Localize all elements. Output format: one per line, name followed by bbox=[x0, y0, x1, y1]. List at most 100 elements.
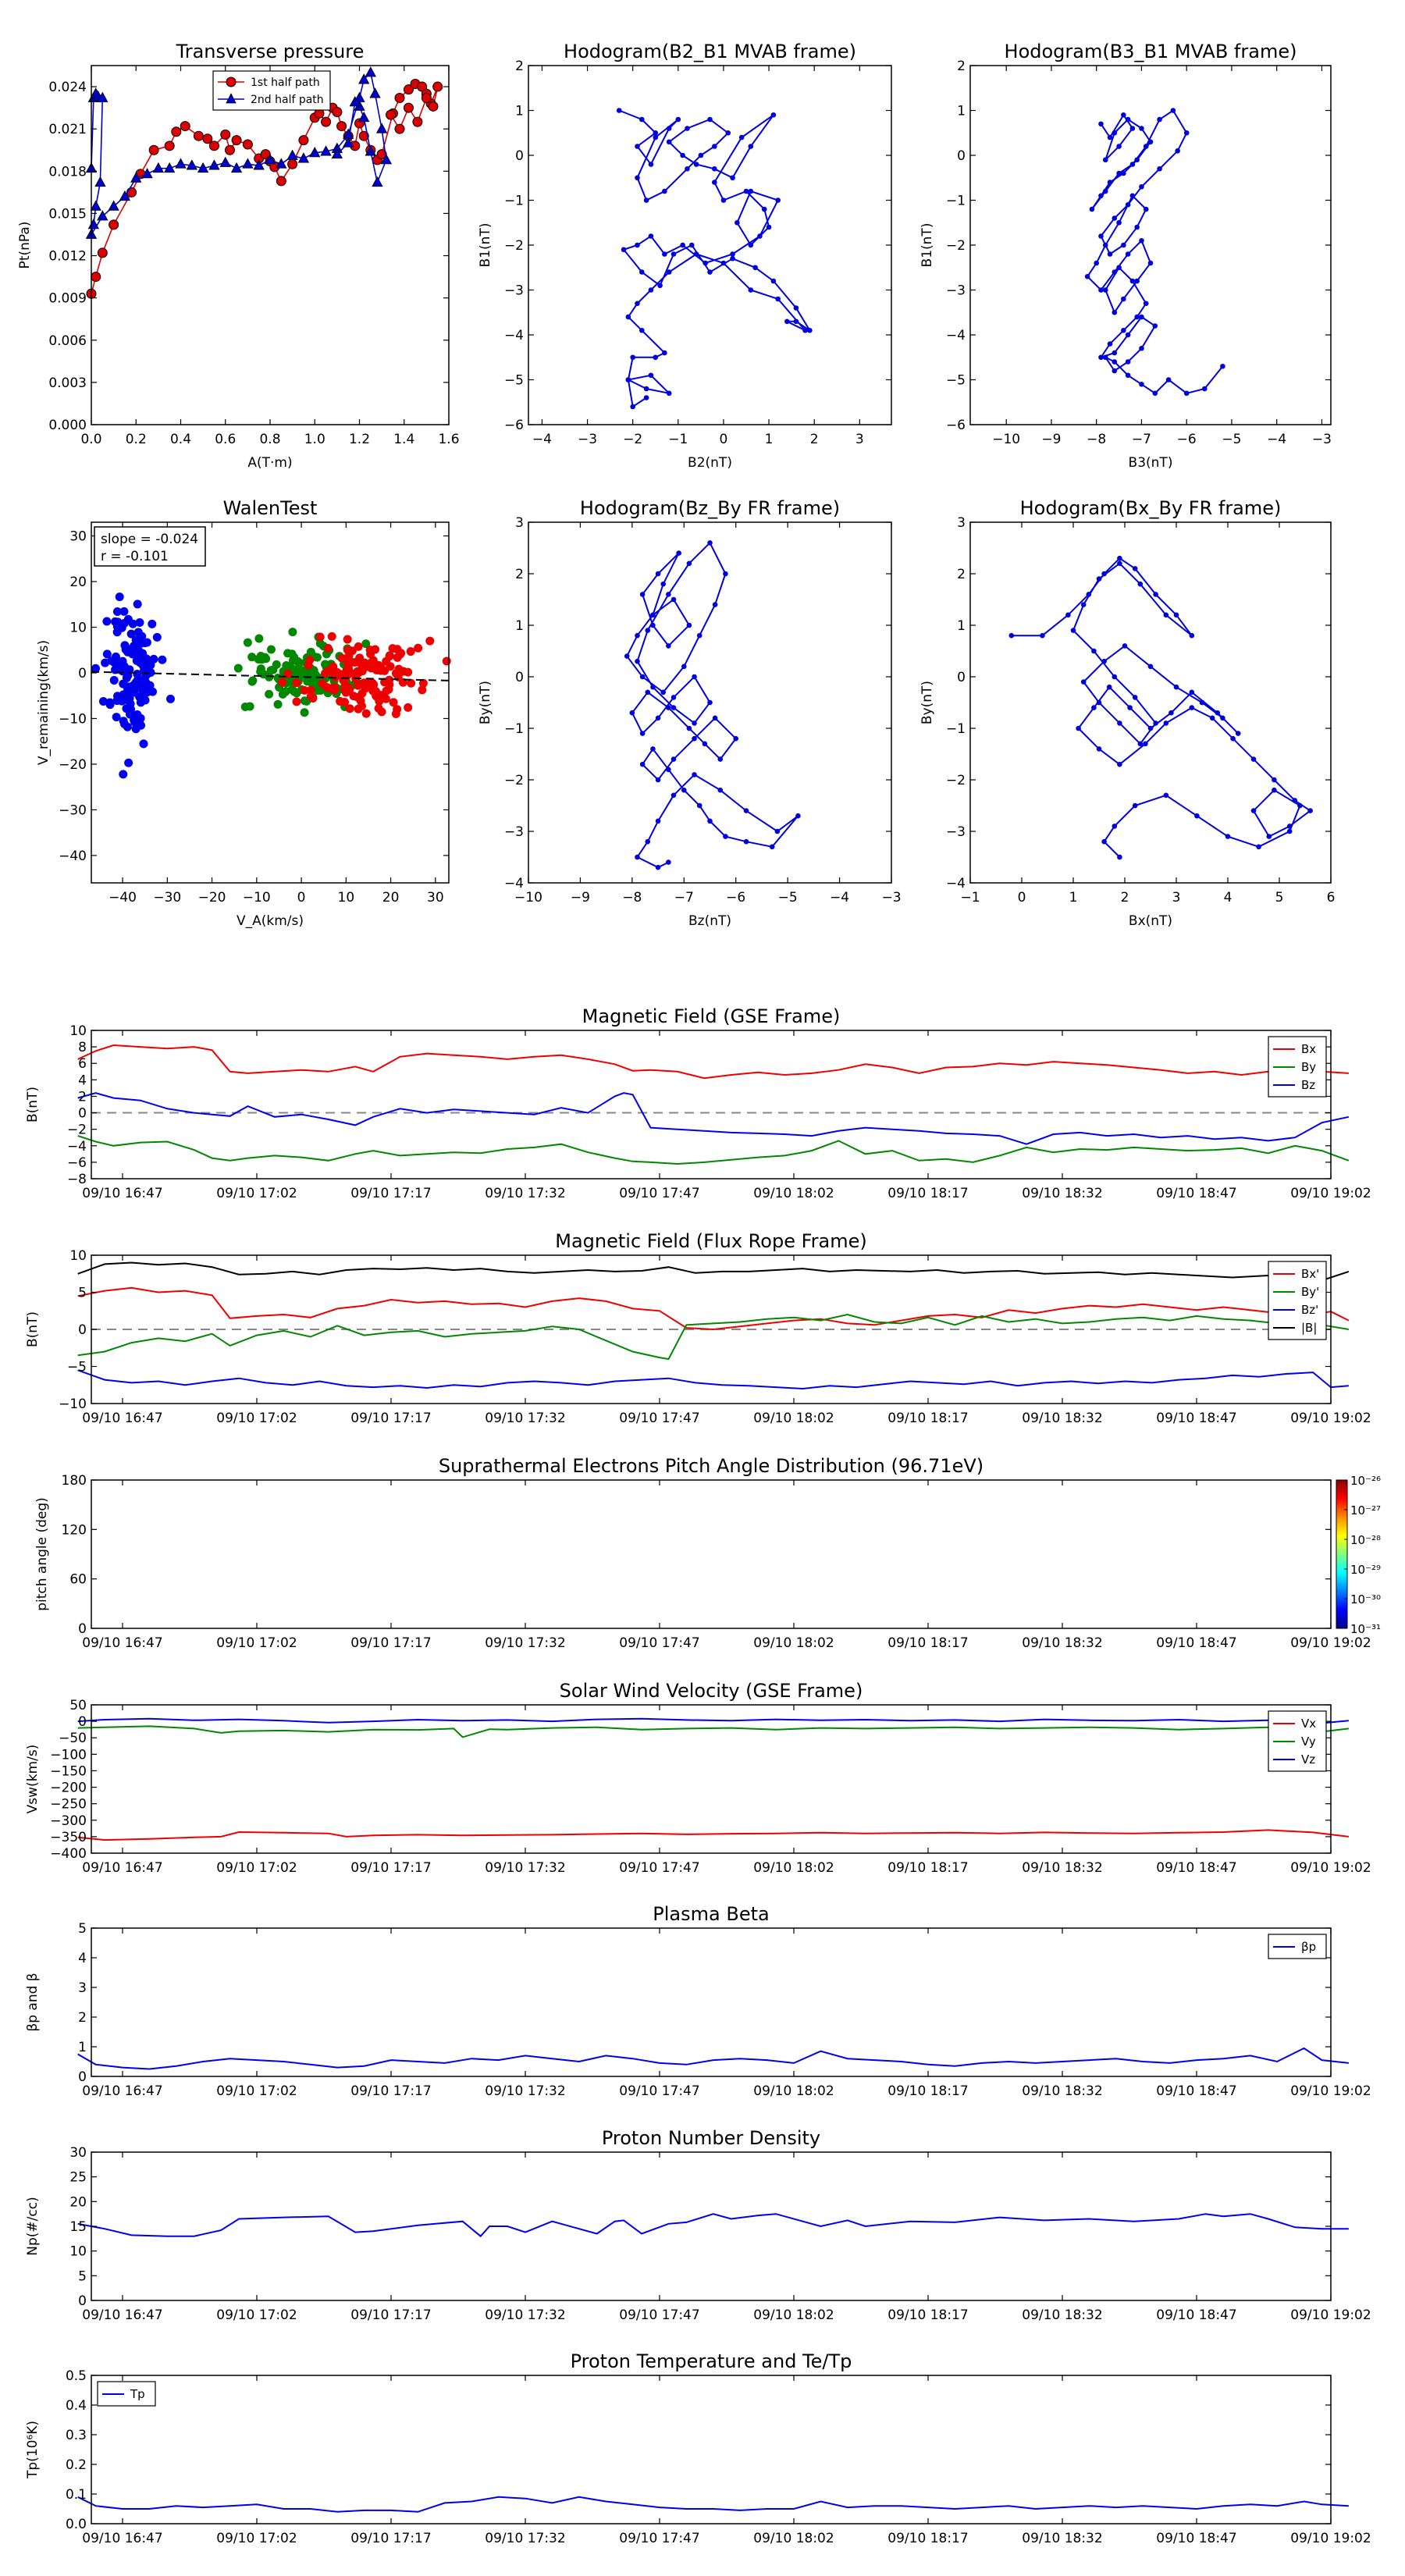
colorbar-tick-label: 10⁻²⁶ bbox=[1350, 1474, 1381, 1488]
y-tick-label: −6 bbox=[504, 418, 524, 433]
data-point bbox=[1147, 664, 1154, 670]
x-tick-label: 09/10 18:47 bbox=[1156, 1635, 1236, 1651]
data-point bbox=[1117, 761, 1122, 767]
data-point bbox=[1220, 363, 1225, 369]
data-point bbox=[730, 255, 735, 262]
y-tick-label: 10 bbox=[69, 1023, 87, 1039]
data-point bbox=[657, 283, 663, 289]
x-tick-label: 09/10 17:17 bbox=[350, 1860, 431, 1876]
scatter-point bbox=[126, 682, 136, 692]
data-point-circle bbox=[224, 144, 235, 155]
colorbar-tick-label: 10⁻²⁸ bbox=[1350, 1533, 1381, 1547]
y-tick-label: 0.2 bbox=[66, 2457, 87, 2473]
y-tick-label: −400 bbox=[50, 1846, 87, 1862]
data-point bbox=[725, 130, 731, 136]
plot-area bbox=[91, 1030, 1331, 1179]
data-point bbox=[1225, 834, 1231, 839]
data-point-triangle bbox=[97, 91, 108, 102]
scatter-point bbox=[385, 675, 394, 685]
chart-title: Hodogram(Bx_By FR frame) bbox=[1020, 497, 1282, 519]
y-tick-label: 20 bbox=[69, 575, 87, 590]
y-tick-label: −50 bbox=[59, 1731, 87, 1746]
scatter-point bbox=[124, 647, 133, 656]
chart-title: Magnetic Field (Flux Rope Frame) bbox=[555, 1230, 866, 1252]
data-point bbox=[702, 741, 708, 747]
y-tick-label: −30 bbox=[59, 802, 87, 818]
y-tick-label: 0 bbox=[78, 666, 87, 681]
x-tick-label: −5 bbox=[778, 890, 798, 906]
x-tick-label: 09/10 17:17 bbox=[350, 1635, 431, 1651]
annotation-box bbox=[94, 526, 206, 567]
y-tick-label: −5 bbox=[504, 373, 524, 389]
scatter-point bbox=[265, 689, 274, 699]
x-tick-label: −1 bbox=[960, 890, 980, 906]
x-tick-label: 09/10 18:02 bbox=[753, 1635, 834, 1651]
data-point bbox=[1091, 648, 1097, 654]
data-point bbox=[1080, 602, 1087, 607]
scatter-point bbox=[126, 629, 136, 639]
data-point bbox=[692, 735, 697, 742]
data-point bbox=[1125, 332, 1131, 338]
x-tick-label: 09/10 16:47 bbox=[82, 1186, 162, 1201]
data-point bbox=[1297, 802, 1303, 809]
scatter-point bbox=[119, 607, 129, 616]
y-tick-label: 0.018 bbox=[48, 164, 87, 180]
data-point bbox=[681, 664, 687, 670]
y-tick-label: 0.021 bbox=[48, 122, 87, 137]
y-tick-label: 20 bbox=[69, 2194, 87, 2210]
data-point bbox=[666, 139, 672, 145]
x-tick-label: 09/10 17:17 bbox=[350, 2307, 431, 2323]
x-tick-label: 09/10 17:02 bbox=[216, 1860, 297, 1876]
data-point bbox=[630, 354, 635, 361]
data-point bbox=[1112, 309, 1118, 315]
x-tick-label: 09/10 18:02 bbox=[753, 1186, 834, 1201]
data-point-triangle bbox=[219, 156, 231, 167]
data-point bbox=[662, 188, 667, 194]
data-point-circle bbox=[148, 144, 159, 155]
data-point bbox=[1098, 233, 1104, 239]
data-point bbox=[650, 612, 656, 618]
scatter-point bbox=[442, 656, 451, 666]
x-tick-label: 09/10 17:32 bbox=[485, 1186, 565, 1201]
x-tick-label: 09/10 18:17 bbox=[887, 1186, 968, 1201]
series-line-By' bbox=[77, 1313, 1350, 1361]
annotation-r: r = -0.101 bbox=[101, 549, 169, 564]
x-tick-label: 09/10 17:47 bbox=[619, 1186, 699, 1201]
data-point bbox=[1286, 824, 1293, 829]
legend-label: Bz bbox=[1301, 1078, 1315, 1092]
scatter-point bbox=[292, 678, 301, 688]
plot-border bbox=[91, 1030, 1332, 1179]
scatter-point bbox=[125, 703, 134, 712]
data-point bbox=[712, 165, 717, 172]
y-tick-label: 30 bbox=[69, 529, 87, 545]
data-point bbox=[1116, 265, 1122, 271]
data-point-circle bbox=[231, 135, 242, 146]
x-tick-label: 1.6 bbox=[438, 432, 459, 447]
x-tick-label: 3 bbox=[1172, 890, 1181, 906]
y-tick-label: 15 bbox=[69, 2219, 87, 2235]
scatter-point bbox=[362, 660, 372, 670]
data-point bbox=[748, 188, 754, 194]
scatter-point bbox=[112, 696, 122, 706]
x-tick-label: 09/10 18:17 bbox=[887, 2307, 968, 2323]
series-line-Vz bbox=[77, 1717, 1349, 1725]
x-tick-label: −4 bbox=[532, 432, 552, 447]
data-point bbox=[1266, 834, 1272, 839]
y-tick-label: 3 bbox=[957, 515, 966, 531]
data-point bbox=[1125, 116, 1131, 123]
x-tick-label: −10 bbox=[992, 432, 1020, 447]
scatter-point bbox=[130, 717, 140, 727]
data-point bbox=[1129, 193, 1136, 199]
data-point-triangle bbox=[164, 162, 176, 173]
data-point-circle bbox=[242, 139, 253, 150]
series-line-Bx bbox=[77, 1044, 1349, 1080]
chart-title: Suprathermal Electrons Pitch Angle Distr… bbox=[439, 1455, 984, 1477]
x-tick-label: 09/10 18:17 bbox=[887, 2083, 968, 2099]
plot-border bbox=[91, 1704, 1332, 1854]
data-point bbox=[733, 735, 739, 742]
data-point bbox=[1098, 193, 1104, 199]
scatter-point bbox=[292, 688, 301, 698]
scatter-point bbox=[149, 654, 158, 664]
data-point bbox=[784, 318, 790, 325]
x-tick-label: 09/10 17:02 bbox=[216, 2531, 297, 2546]
